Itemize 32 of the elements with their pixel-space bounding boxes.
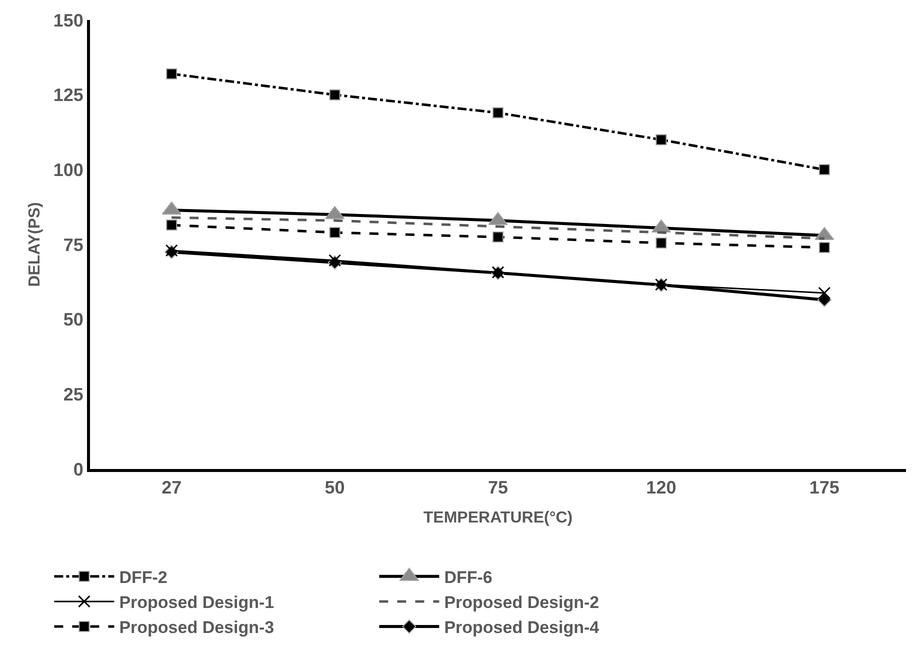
x-axis-title: TEMPERATURE(°C) (423, 509, 573, 526)
point (656, 238, 667, 248)
point (166, 68, 178, 80)
point (818, 286, 831, 300)
y-tick-label: 50 (63, 310, 84, 330)
x-tick-label: 50 (324, 478, 345, 498)
y-tick-label: 0 (73, 459, 84, 480)
x-tick-label: 120 (646, 478, 676, 498)
point (329, 227, 340, 238)
y-axis-title: DELAY(PS) (26, 202, 44, 287)
legend-label: Proposed Design-3 (119, 618, 274, 638)
point (656, 134, 667, 146)
point (166, 220, 178, 231)
point (329, 89, 340, 100)
legend-label: Proposed Design-4 (444, 618, 600, 638)
point (818, 242, 830, 253)
point (492, 232, 504, 243)
point (818, 164, 830, 176)
y-tick-label: 150 (53, 10, 84, 30)
point (492, 107, 504, 118)
y-tick-label: 125 (53, 85, 84, 106)
y-tick-label: 25 (63, 384, 84, 404)
legend-label: Proposed Design-1 (119, 593, 274, 612)
legend-label: DFF-6 (444, 568, 492, 587)
x-tick-label: 175 (809, 478, 840, 498)
x-tick-label: 27 (162, 478, 182, 498)
legend-label: DFF-2 (119, 568, 168, 587)
y-tick-label: 75 (63, 234, 84, 255)
point (328, 254, 342, 267)
x-tick-label: 75 (488, 478, 508, 498)
legend-label: Proposed Design-2 (444, 593, 600, 612)
y-tick-label: 100 (53, 160, 84, 180)
